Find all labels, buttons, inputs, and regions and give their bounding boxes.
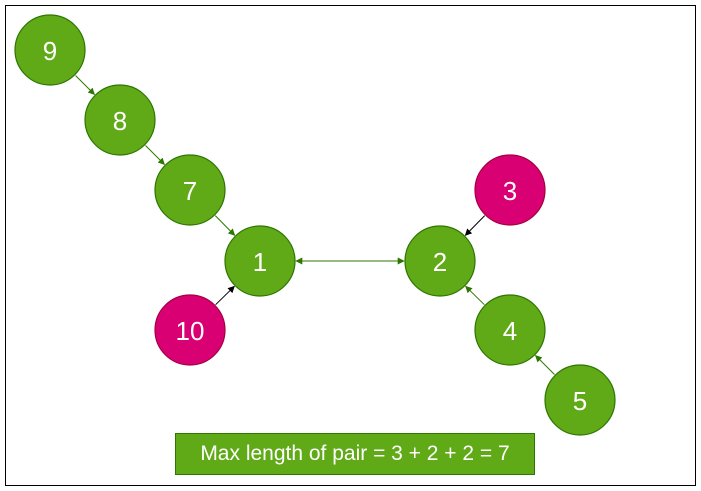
node-8: 8 [84,84,156,156]
node-2: 2 [404,225,476,297]
edges-layer [75,75,555,375]
node-circle [84,84,156,156]
node-label: 1 [253,247,267,277]
node-label: 10 [176,316,205,346]
node-9: 9 [14,14,86,86]
node-7: 7 [154,154,226,226]
node-circle [474,294,546,366]
node-label: 3 [503,176,517,206]
node-label: 9 [43,36,57,66]
edge-5-to-4 [535,355,555,375]
node-circle [154,294,226,366]
edge-8-to-7 [145,145,165,165]
edge-7-to-1 [214,215,236,236]
edge-4-to-2 [465,285,485,306]
node-circle [544,364,616,436]
node-10: 10 [154,294,226,366]
node-circle [474,154,546,226]
node-3: 3 [474,154,546,226]
node-circle [224,225,296,297]
node-1: 1 [224,225,296,297]
node-circle [154,154,226,226]
caption-box: Max length of pair = 3 + 2 + 2 = 7 [175,433,535,475]
edge-9-to-8 [75,75,95,95]
node-label: 5 [573,386,587,416]
node-label: 4 [503,316,517,346]
node-label: 7 [183,176,197,206]
edge-10-to-1 [215,285,235,306]
node-label: 2 [433,247,447,277]
node-circle [14,14,86,86]
node-5: 5 [544,364,616,436]
node-label: 8 [113,106,127,136]
node-circle [404,225,476,297]
edge-3-to-2 [464,215,486,236]
nodes-layer: 9 8 7 1 10 2 3 4 5 [14,14,616,436]
node-4: 4 [474,294,546,366]
